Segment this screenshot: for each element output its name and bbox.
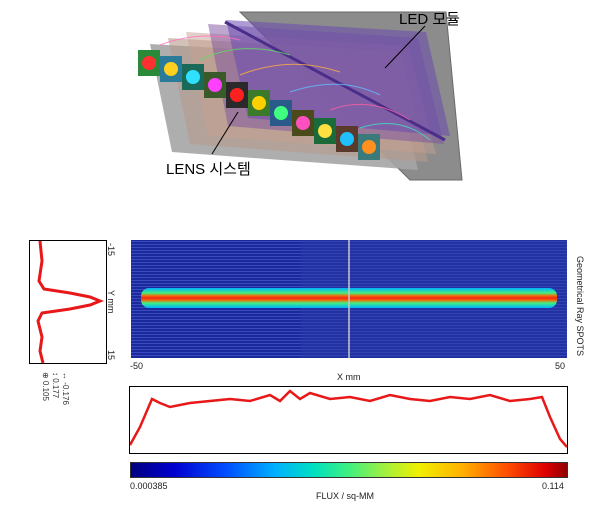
led-callout-line	[384, 25, 426, 69]
lens-array	[138, 50, 380, 160]
x-tick-right: 50	[555, 361, 566, 371]
lens-callout-line	[211, 111, 239, 155]
y-profile-curve	[36, 240, 105, 364]
x-profile-curve	[128, 389, 568, 448]
colorbar-max-label: 0.114	[542, 481, 564, 491]
readout-dy: ↕ 0.177	[51, 372, 60, 399]
lens-plates	[150, 20, 450, 170]
y-axis-label: Y mm	[106, 290, 116, 314]
y-profile-plot	[29, 240, 107, 364]
heatmap-side-label: Geometrical Ray SPOTS	[575, 256, 585, 357]
x-profile-plot	[128, 386, 568, 454]
colorbar-title: FLUX / sq-MM	[316, 491, 375, 501]
readout-dx: ↔ -0.176	[61, 372, 70, 405]
x-axis-label: X mm	[337, 372, 361, 382]
flux-heatmap	[131, 240, 567, 358]
lens-system-callout: LENS 시스템	[166, 161, 251, 178]
x-tick-left: -50	[130, 361, 144, 371]
optical-system-illustration	[138, 11, 463, 181]
ray-fans	[159, 35, 431, 141]
led-module-callout: LED 모듈	[399, 11, 460, 28]
y-tick-top: -15	[106, 243, 116, 257]
colorbar-min-label: 0.000385	[130, 481, 168, 491]
readout-center: ⊕ 0.105	[41, 372, 50, 401]
flux-colorbar	[130, 462, 568, 478]
y-tick-bottom: 15	[106, 350, 116, 361]
